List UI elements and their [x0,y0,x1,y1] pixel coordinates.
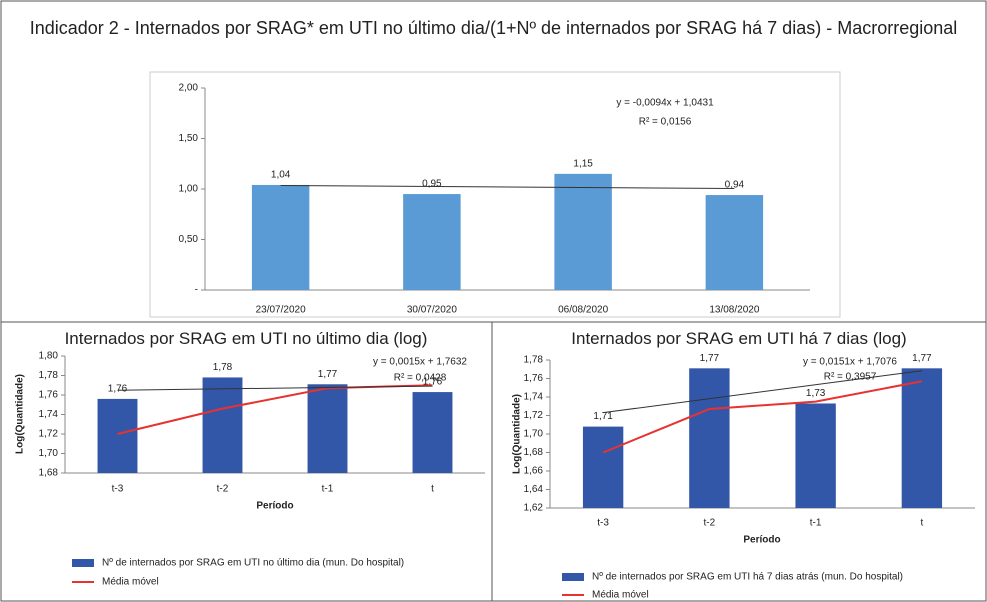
y-tick-label: 1,64 [524,484,544,495]
moving-average-line [117,384,433,435]
legend-label: Nº de internados por SRAG em UTI no últi… [102,558,404,569]
x-tick-label: 06/08/2020 [558,305,608,316]
y-tick-label: 1,74 [524,392,544,403]
value-label: 1,71 [593,411,613,422]
y-tick-label: 0,50 [179,234,199,245]
value-label: 1,76 [108,384,128,395]
bar [412,392,453,473]
annotation: y = 0,0015x + 1,7632 [373,357,467,368]
value-label: 1,77 [912,353,932,364]
x-tick-label: t [920,518,923,529]
x-axis-label: Período [256,501,293,512]
legend-swatch [562,573,584,581]
bar [202,377,243,473]
legend-label: Média móvel [102,577,159,588]
x-axis-label: Período [743,535,780,546]
x-tick-label: t-3 [112,484,124,495]
trend-line [117,385,433,391]
annotation: R² = 0,0156 [639,117,692,128]
value-label: 1,15 [573,158,593,169]
y-tick-label: 1,68 [524,447,544,458]
y-tick-label: 1,72 [524,410,544,421]
x-tick-label: 23/07/2020 [256,305,306,316]
annotation: y = -0,0094x + 1,0431 [616,98,714,109]
bar [582,426,624,508]
trend-line [603,370,922,414]
bar [901,368,943,508]
value-label: 1,77 [700,353,720,364]
y-tick-label: 1,50 [179,133,199,144]
value-label: 0,94 [725,180,745,191]
chart-title: Indicador 2 - Internados por SRAG* em UT… [29,18,958,38]
legend-label: Nº de internados por SRAG em UTI há 7 di… [592,572,903,583]
legend-swatch [72,559,94,567]
y-tick-label: 1,70 [39,448,59,459]
annotation: y = 0,0151x + 1,7076 [803,357,897,368]
x-tick-label: t-1 [810,518,822,529]
x-tick-label: t-3 [597,518,609,529]
x-tick-label: 13/08/2020 [709,305,759,316]
y-tick-label: 2,00 [179,83,199,94]
chart-title: Internados por SRAG em UTI há 7 dias (lo… [571,329,907,348]
bar [689,368,730,508]
bar [705,195,764,290]
panel-border [491,321,987,602]
annotation: R² = 0,0428 [394,373,447,384]
bar [554,173,612,290]
panel-border [0,0,987,323]
value-label: 1,73 [806,388,826,399]
bar [97,398,138,473]
y-tick-label: 1,68 [39,468,59,479]
y-tick-label: 1,00 [179,184,199,195]
y-tick-label: 1,76 [39,390,59,401]
value-label: 1,77 [318,369,338,380]
y-tick-label: 1,80 [39,351,59,362]
x-tick-label: t [431,484,434,495]
plot-border [149,71,841,318]
value-label: 1,04 [271,170,291,181]
bar [403,194,461,290]
x-tick-label: t-2 [217,484,229,495]
y-tick-label: 1,72 [39,429,59,440]
y-tick-label: 1,70 [524,429,544,440]
bar [251,184,310,290]
annotation: R² = 0,3957 [824,372,877,383]
y-tick-label: 1,74 [39,409,59,420]
y-tick-label: 1,62 [524,503,544,514]
y-axis-label: Log(Quantidade) [512,394,523,474]
x-tick-label: t-2 [704,518,716,529]
y-axis-label: Log(Quantidade) [15,374,26,454]
y-tick-label: 1,66 [524,466,544,477]
value-label: 1,78 [213,362,233,373]
x-tick-label: t-1 [322,484,334,495]
y-tick-label: 1,78 [524,355,544,366]
value-label: 1,76 [423,377,443,388]
bar [795,403,836,508]
chart-title: Internados por SRAG em UTI no último dia… [64,329,428,348]
y-tick-label: - [195,285,198,296]
trend-line [280,184,735,189]
value-label: 0,95 [422,179,442,190]
bar [307,384,348,473]
y-tick-label: 1,76 [524,373,544,384]
legend-label: Média móvel [592,590,649,601]
moving-average-line [602,380,923,454]
x-tick-label: 30/07/2020 [407,305,457,316]
y-tick-label: 1,78 [39,370,59,381]
